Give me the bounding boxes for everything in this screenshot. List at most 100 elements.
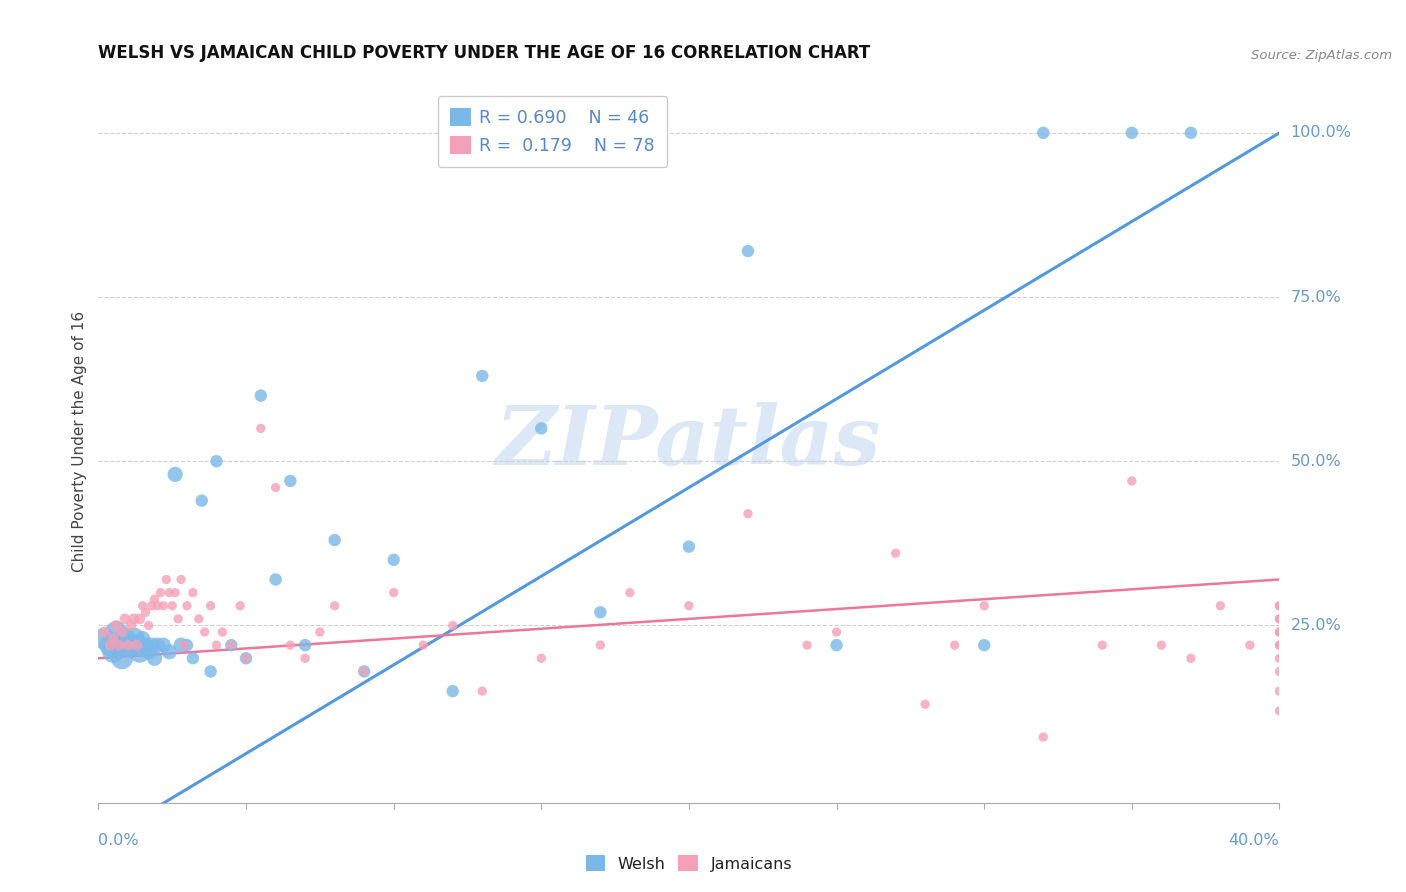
Point	[441, 618, 464, 632]
Point	[93, 625, 115, 640]
Point	[117, 638, 139, 652]
Point	[1180, 651, 1202, 665]
Point	[471, 684, 494, 698]
Point	[825, 638, 848, 652]
Point	[143, 592, 166, 607]
Point	[132, 632, 155, 646]
Point	[205, 638, 228, 652]
Point	[120, 618, 142, 632]
Point	[128, 645, 150, 659]
Point	[173, 638, 195, 652]
Point	[114, 612, 136, 626]
Point	[138, 618, 160, 632]
Point	[176, 599, 198, 613]
Point	[589, 638, 612, 652]
Point	[1150, 638, 1173, 652]
Point	[146, 599, 169, 613]
Point	[1121, 126, 1143, 140]
Text: WELSH VS JAMAICAN CHILD POVERTY UNDER THE AGE OF 16 CORRELATION CHART: WELSH VS JAMAICAN CHILD POVERTY UNDER TH…	[98, 45, 870, 62]
Point	[382, 585, 405, 599]
Point	[1268, 612, 1291, 626]
Point	[117, 638, 139, 652]
Point	[181, 651, 204, 665]
Text: Source: ZipAtlas.com: Source: ZipAtlas.com	[1251, 49, 1392, 62]
Point	[353, 665, 375, 679]
Point	[280, 638, 302, 652]
Point	[294, 638, 316, 652]
Text: 0.0%: 0.0%	[98, 833, 139, 848]
Point	[187, 612, 209, 626]
Point	[973, 638, 995, 652]
Point	[825, 625, 848, 640]
Point	[294, 651, 316, 665]
Point	[1268, 638, 1291, 652]
Point	[309, 625, 332, 640]
Point	[1180, 126, 1202, 140]
Point	[1268, 612, 1291, 626]
Point	[441, 684, 464, 698]
Point	[162, 599, 183, 613]
Point	[796, 638, 818, 652]
Point	[93, 632, 115, 646]
Point	[152, 638, 174, 652]
Point	[98, 638, 121, 652]
Point	[235, 651, 257, 665]
Point	[111, 651, 134, 665]
Point	[108, 638, 131, 652]
Point	[200, 599, 222, 613]
Point	[678, 540, 700, 554]
Point	[884, 546, 907, 560]
Point	[132, 599, 155, 613]
Point	[1268, 665, 1291, 679]
Point	[221, 638, 243, 652]
Point	[105, 618, 128, 632]
Point	[141, 638, 163, 652]
Point	[165, 467, 187, 482]
Point	[170, 638, 193, 652]
Point	[530, 421, 553, 435]
Point	[589, 605, 612, 619]
Point	[1268, 651, 1291, 665]
Point	[157, 645, 180, 659]
Point	[135, 605, 157, 619]
Point	[143, 651, 166, 665]
Point	[619, 585, 641, 599]
Point	[914, 698, 936, 712]
Point	[111, 625, 134, 640]
Point	[235, 651, 257, 665]
Text: 100.0%: 100.0%	[1291, 126, 1351, 140]
Point	[530, 651, 553, 665]
Point	[125, 638, 148, 652]
Text: 50.0%: 50.0%	[1291, 454, 1341, 468]
Point	[382, 553, 405, 567]
Point	[221, 638, 243, 652]
Point	[1268, 625, 1291, 640]
Point	[1268, 599, 1291, 613]
Point	[1268, 638, 1291, 652]
Point	[1091, 638, 1114, 652]
Point	[264, 573, 287, 587]
Point	[250, 388, 273, 402]
Point	[205, 454, 228, 468]
Point	[135, 638, 157, 652]
Point	[176, 638, 198, 652]
Point	[1032, 126, 1054, 140]
Point	[973, 599, 995, 613]
Point	[105, 625, 128, 640]
Point	[155, 573, 177, 587]
Point	[103, 645, 125, 659]
Point	[1268, 704, 1291, 718]
Point	[1032, 730, 1054, 744]
Point	[108, 638, 131, 652]
Point	[1268, 684, 1291, 698]
Text: 40.0%: 40.0%	[1229, 833, 1279, 848]
Y-axis label: Child Poverty Under the Age of 16: Child Poverty Under the Age of 16	[72, 311, 87, 572]
Point	[157, 585, 180, 599]
Point	[103, 632, 125, 646]
Point	[165, 585, 187, 599]
Point	[194, 625, 217, 640]
Point	[191, 493, 214, 508]
Point	[471, 368, 494, 383]
Point	[149, 585, 172, 599]
Point	[229, 599, 252, 613]
